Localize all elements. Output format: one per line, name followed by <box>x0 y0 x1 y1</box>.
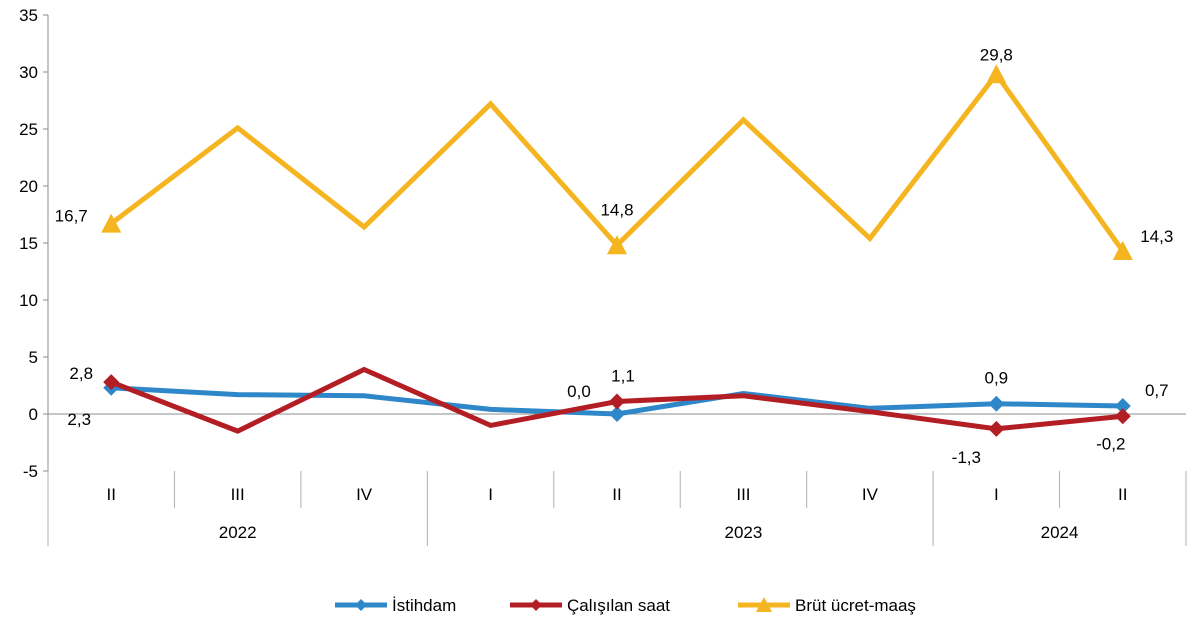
series-marker-triangle <box>607 235 627 255</box>
x-tick-label: IV <box>356 485 373 504</box>
series-marker-diamond <box>103 374 120 391</box>
series-marker-diamond <box>609 393 625 410</box>
year-group-label: 2022 <box>219 523 257 542</box>
y-tick-label: 35 <box>19 6 38 25</box>
data-label: 14,8 <box>600 200 633 219</box>
data-label: 0,7 <box>1145 381 1169 400</box>
legend-label: Brüt ücret-maaş <box>795 596 916 615</box>
legend-label: İstihdam <box>392 596 456 615</box>
legend-marker-diamond <box>530 599 542 611</box>
y-tick-label: 10 <box>19 291 38 310</box>
legend-marker-triangle <box>756 597 772 612</box>
x-tick-label: II <box>612 485 621 504</box>
data-label: 1,1 <box>611 366 635 385</box>
y-tick-label: 5 <box>29 348 38 367</box>
x-tick-label: II <box>1118 485 1127 504</box>
data-label: 2,8 <box>69 364 93 383</box>
series-marker-triangle <box>101 213 122 233</box>
x-tick-label: II <box>106 485 115 504</box>
x-tick-label: I <box>488 485 493 504</box>
y-tick-label: 15 <box>19 234 38 253</box>
data-label: -1,3 <box>952 448 981 467</box>
data-label: 29,8 <box>980 45 1013 64</box>
data-label: 0,9 <box>985 369 1009 388</box>
y-tick-label: 0 <box>29 405 38 424</box>
x-tick-label: I <box>994 485 999 504</box>
series-marker-triangle <box>1112 240 1133 260</box>
x-tick-label: III <box>231 485 245 504</box>
year-group-label: 2023 <box>725 523 763 542</box>
data-label: 2,3 <box>67 410 91 429</box>
series-marker-diamond <box>1114 398 1131 415</box>
series-marker-diamond <box>988 420 1005 437</box>
y-tick-label: 30 <box>19 63 38 82</box>
year-group-label: 2024 <box>1041 523 1079 542</box>
x-tick-label: III <box>736 485 750 504</box>
data-label: 0,0 <box>567 382 591 401</box>
series-line-2 <box>108 70 1126 254</box>
y-tick-label: 20 <box>19 177 38 196</box>
series-marker-diamond <box>609 406 625 422</box>
series-marker-triangle <box>986 64 1007 84</box>
legend-marker-diamond <box>355 599 367 611</box>
x-tick-label: IV <box>862 485 879 504</box>
series-marker-diamond <box>988 395 1005 412</box>
y-tick-label: 25 <box>19 120 38 139</box>
data-label: 14,3 <box>1140 227 1173 246</box>
series-marker-diamond <box>1114 408 1131 425</box>
data-label: -0,2 <box>1096 434 1125 453</box>
y-tick-label: -5 <box>23 462 38 481</box>
legend-label: Çalışılan saat <box>567 596 670 615</box>
data-label: 16,7 <box>55 207 88 226</box>
